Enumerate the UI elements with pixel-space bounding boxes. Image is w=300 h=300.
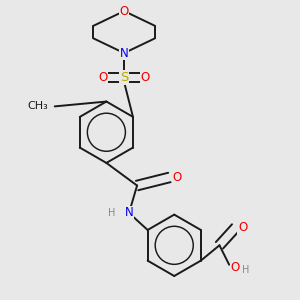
- Text: O: O: [98, 71, 108, 84]
- Text: N: N: [124, 206, 134, 220]
- Text: O: O: [119, 4, 129, 18]
- Text: O: O: [238, 221, 247, 234]
- Text: O: O: [140, 71, 150, 84]
- Text: H: H: [242, 265, 249, 275]
- Text: O: O: [173, 171, 182, 184]
- Text: S: S: [120, 71, 128, 84]
- Text: O: O: [231, 261, 240, 274]
- Text: N: N: [120, 46, 128, 60]
- Text: CH₃: CH₃: [28, 101, 48, 111]
- Text: H: H: [107, 208, 115, 218]
